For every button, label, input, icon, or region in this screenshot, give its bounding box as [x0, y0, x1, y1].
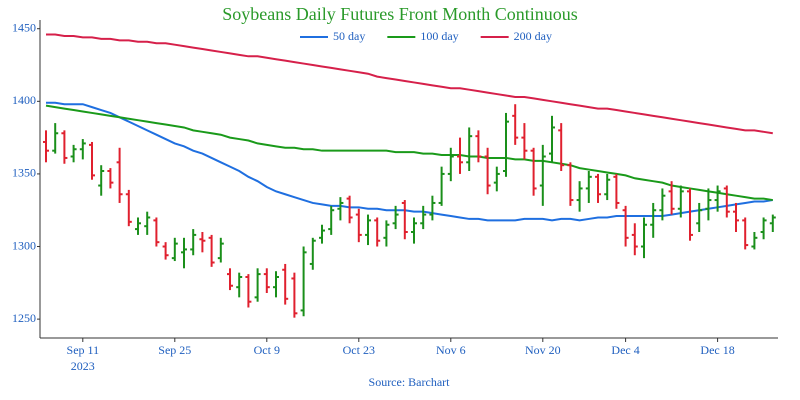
- legend-label: 100 day: [420, 29, 458, 43]
- x-tick-label: Oct 9: [254, 343, 280, 357]
- y-tick-label: 1350: [12, 166, 36, 180]
- y-tick-label: 1400: [12, 93, 36, 107]
- x-tick-label: Dec 18: [700, 343, 734, 357]
- x-tick-label: Oct 23: [343, 343, 375, 357]
- legend-label: 50 day: [333, 29, 365, 43]
- ma-line: [45, 104, 773, 202]
- chart-title: Soybeans Daily Futures Front Month Conti…: [222, 4, 578, 24]
- legend-label: 200 day: [514, 29, 552, 43]
- x-tick-label: Nov 20: [525, 343, 561, 357]
- x-tick-label: Nov 6: [436, 343, 466, 357]
- y-tick-label: 1250: [12, 311, 36, 325]
- x-year-label: 2023: [71, 359, 95, 373]
- x-tick-label: Sep 25: [158, 343, 191, 357]
- source-note: Source: Barchart: [369, 375, 451, 389]
- y-tick-label: 1450: [12, 20, 36, 34]
- x-tick-label: Dec 4: [611, 343, 639, 357]
- y-tick-label: 1300: [12, 238, 36, 252]
- ma-line: [46, 101, 773, 222]
- ma-line: [46, 33, 773, 135]
- x-tick-label: Sep 11: [67, 343, 100, 357]
